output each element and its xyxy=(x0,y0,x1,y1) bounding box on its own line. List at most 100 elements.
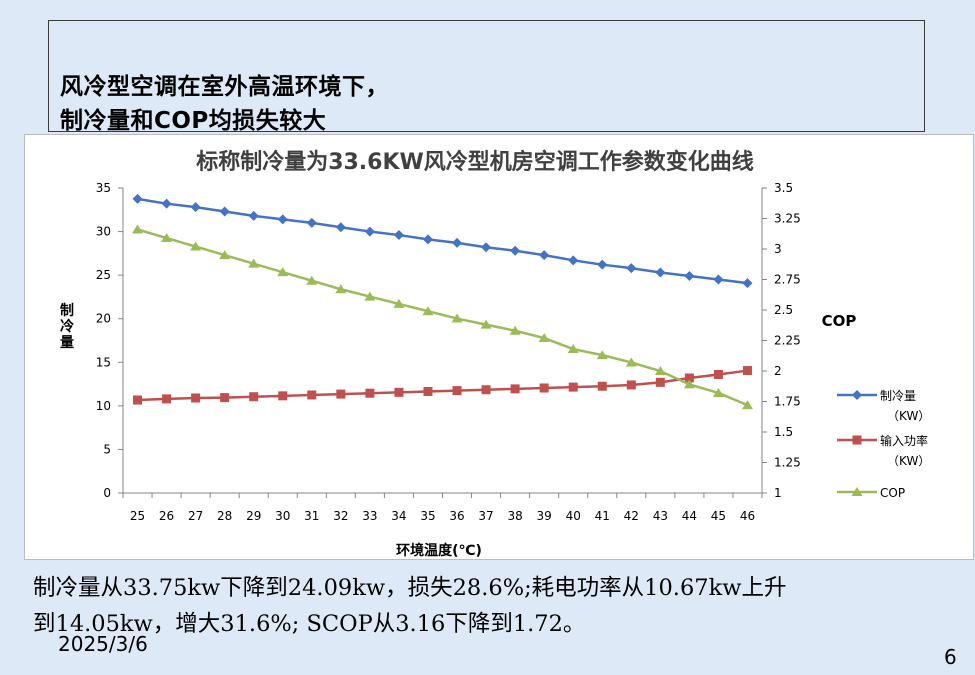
series-2-point xyxy=(510,384,520,394)
series-2-point xyxy=(133,395,143,405)
series-3-point xyxy=(277,267,289,277)
footer-date: 2025/3/6 xyxy=(58,632,148,656)
series-1-point xyxy=(335,222,346,233)
x-tick-label: 34 xyxy=(391,509,406,523)
y2-tick-label: 1.5 xyxy=(774,425,793,439)
series-2-point xyxy=(742,366,752,376)
series-1-point xyxy=(742,278,753,289)
x-tick-label: 36 xyxy=(449,509,464,523)
chart-panel: 标称制冷量为33.6KW风冷型机房空调工作参数变化曲线 COP 环境温度(℃) … xyxy=(24,134,974,560)
x-tick-label: 29 xyxy=(246,509,261,523)
series-3-point xyxy=(538,333,550,343)
series-2-line xyxy=(137,369,748,402)
summary-line-2: 到14.05kw，增大31.6%; SCOP从3.16下降到1.72。 xyxy=(33,611,586,637)
series-1-point xyxy=(277,214,288,225)
series-1-point xyxy=(248,210,259,221)
series-3-point xyxy=(190,241,202,251)
y2-axis-title: COP xyxy=(822,312,857,330)
series-3-point xyxy=(132,224,144,234)
series-3-point xyxy=(625,357,637,367)
series-3-point xyxy=(683,379,695,389)
legend-item-2: 输入功率 （KW） xyxy=(837,433,930,468)
legend-item-1: 制冷量 （KW） xyxy=(837,389,930,423)
series-3-point xyxy=(248,258,260,268)
x-tick-label: 31 xyxy=(304,509,319,523)
series-2-point xyxy=(365,388,375,398)
series-1-point xyxy=(161,198,172,209)
y-tick-label: 5 xyxy=(103,442,111,456)
x-tick-label: 39 xyxy=(537,509,552,523)
x-tick-label: 43 xyxy=(653,509,668,523)
x-tick-label: 38 xyxy=(507,509,522,523)
series-2-point xyxy=(539,383,549,393)
summary-line-1: 制冷量从33.75kw下降到24.09kw，损失28.6%;耗电功率从10.67… xyxy=(33,575,787,601)
y2-tick-label: 1 xyxy=(774,486,782,500)
x-tick-label: 32 xyxy=(333,509,348,523)
legend-item-3: COP xyxy=(837,486,905,500)
series-3-point xyxy=(567,344,579,354)
x-tick-label: 45 xyxy=(711,509,726,523)
x-tick-label: 46 xyxy=(740,509,755,523)
headline-box: 风冷型空调在室外高温环境下， 制冷量和COP均损失较大 xyxy=(48,20,925,134)
series-2-point xyxy=(481,385,491,395)
series-3-point xyxy=(219,250,231,260)
legend-label-unit: （KW） xyxy=(887,454,930,468)
y2-tick-label: 1.25 xyxy=(774,456,801,470)
x-tick-label: 37 xyxy=(478,509,493,523)
series-3-point xyxy=(393,298,405,308)
x-tick-label: 26 xyxy=(159,509,174,523)
y-tick-label: 0 xyxy=(103,486,111,500)
series-1-point xyxy=(713,274,724,285)
series-2-point xyxy=(220,393,230,403)
series-1-point xyxy=(481,242,492,253)
series-2-point xyxy=(568,382,578,392)
x-tick-label: 44 xyxy=(682,509,697,523)
legend-label: COP xyxy=(880,486,905,500)
x-tick-label: 30 xyxy=(275,509,290,523)
series-1-point xyxy=(539,250,550,261)
x-axis-title: 环境温度(℃) xyxy=(396,542,482,559)
series-1-point xyxy=(219,206,230,217)
series-2-point xyxy=(452,386,462,396)
legend-label: 输入功率 xyxy=(880,433,928,448)
series-3-point xyxy=(306,275,318,285)
series-3-point xyxy=(712,387,724,397)
x-tick-label: 27 xyxy=(188,509,203,523)
x-tick-label: 25 xyxy=(130,509,145,523)
series-3-point xyxy=(161,233,173,243)
legend-swatch-marker xyxy=(852,435,862,445)
x-tick-label: 33 xyxy=(362,509,377,523)
legend-label: 制冷量 xyxy=(880,389,916,403)
series-2 xyxy=(133,366,752,405)
series-1-point xyxy=(393,230,404,241)
series-1 xyxy=(132,193,753,289)
series-3-point xyxy=(654,366,666,375)
y2-tick-label: 3 xyxy=(774,242,782,256)
x-tick-label: 28 xyxy=(217,509,232,523)
y-tick-label: 10 xyxy=(96,399,111,413)
y-tick-label: 30 xyxy=(96,225,111,239)
series-2-point xyxy=(423,386,433,396)
series-1-point xyxy=(684,271,695,282)
y-axis-title-char: 量 xyxy=(60,335,74,351)
legend-swatch-marker xyxy=(852,390,862,400)
y-axis-title-char: 制 xyxy=(60,302,74,319)
legend-swatch-marker xyxy=(851,487,863,496)
chart-legend: 制冷量 （KW） 输入功率 （KW） COP xyxy=(837,389,930,500)
series-3-line xyxy=(137,228,748,407)
chart-axes: 0510152025303511.251.51.7522.252.52.7533… xyxy=(96,181,801,523)
series-1-point xyxy=(655,267,666,278)
chart-title: 标称制冷量为33.6KW风冷型机房空调工作参数变化曲线 xyxy=(196,149,754,175)
series-1-point xyxy=(132,193,143,204)
y2-tick-label: 3.5 xyxy=(774,181,793,195)
series-1-point xyxy=(626,263,637,274)
y2-tick-label: 2 xyxy=(774,364,782,378)
series-1-point xyxy=(306,217,317,228)
series-2-point xyxy=(394,387,404,397)
series-1-point xyxy=(597,259,608,270)
series-2-point xyxy=(191,393,201,403)
y-axis-title-char: 冷 xyxy=(60,318,74,335)
x-tick-label: 35 xyxy=(420,509,435,523)
series-2-point xyxy=(597,381,607,391)
series-2-point xyxy=(336,389,346,399)
